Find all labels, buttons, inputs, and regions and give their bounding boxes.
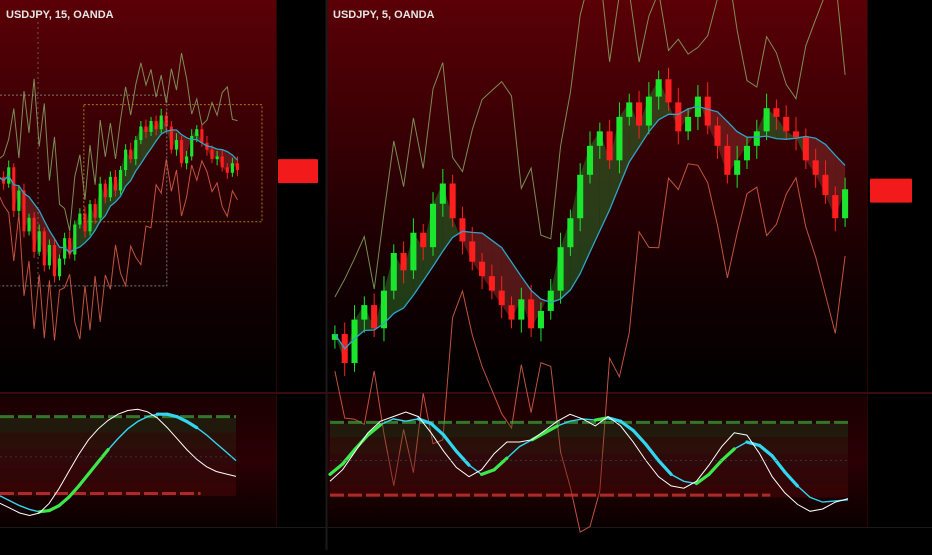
candle [221, 156, 224, 167]
candle [793, 131, 799, 137]
candle [567, 218, 573, 247]
candle [48, 245, 51, 265]
candle [656, 79, 662, 96]
last-price-badge [870, 179, 912, 203]
candle [597, 131, 603, 145]
candle [160, 116, 163, 130]
candle [216, 156, 219, 159]
candle [109, 177, 112, 197]
candle [43, 231, 46, 265]
candle [371, 305, 377, 328]
candle [450, 183, 456, 218]
level-band [330, 467, 848, 483]
candle [226, 167, 229, 172]
candle [27, 218, 30, 232]
candle [200, 129, 203, 143]
candle [489, 276, 495, 290]
candle [626, 102, 632, 116]
candle [144, 126, 147, 131]
left-main-pane[interactable] [0, 0, 276, 392]
level-band [0, 464, 236, 481]
candle [508, 305, 514, 319]
candle [558, 247, 564, 290]
candle [744, 146, 750, 160]
candle [813, 160, 819, 174]
candle [440, 183, 446, 203]
candle [538, 311, 544, 328]
candle [129, 150, 132, 160]
candle [401, 253, 407, 270]
candle [114, 177, 117, 191]
candle [832, 195, 838, 218]
candle [783, 117, 789, 131]
candle [391, 253, 397, 291]
candle [773, 108, 779, 117]
candle [577, 175, 583, 218]
candle [361, 305, 367, 319]
level-band [330, 437, 848, 453]
candle [139, 126, 142, 140]
candle [724, 146, 730, 175]
candle [119, 170, 122, 190]
candle [715, 126, 721, 146]
candle [636, 102, 642, 125]
candle [12, 167, 15, 211]
candle [754, 131, 760, 145]
candle [99, 184, 102, 218]
candle [236, 163, 239, 170]
candle [548, 291, 554, 311]
candle [134, 140, 137, 159]
candle [420, 233, 426, 247]
candle [665, 79, 671, 102]
candle [155, 121, 158, 129]
candle [675, 102, 681, 131]
candle [616, 117, 622, 160]
candle [842, 189, 848, 218]
candle [734, 160, 740, 174]
candle [180, 140, 183, 163]
candle [78, 214, 81, 225]
candle [430, 204, 436, 247]
candle [58, 259, 61, 277]
candle [53, 245, 56, 276]
candle [83, 214, 86, 232]
candle [607, 131, 613, 160]
candle [764, 108, 770, 131]
right-chart-title[interactable]: USDJPY, 5, OANDA [333, 9, 435, 21]
candle [149, 121, 152, 132]
candle [587, 146, 593, 175]
level-band [330, 424, 848, 438]
candle [499, 291, 505, 305]
candle [518, 299, 524, 319]
candle [185, 156, 188, 163]
candle [195, 129, 198, 136]
candle [22, 190, 25, 231]
last-price-badge [278, 159, 318, 183]
candle [410, 233, 416, 271]
candle [124, 150, 127, 170]
candle [231, 163, 234, 173]
candle [175, 140, 178, 150]
right-oscillator [330, 412, 848, 511]
candle [803, 137, 809, 160]
candle [469, 241, 475, 261]
candle [479, 262, 485, 276]
candle [705, 97, 711, 126]
candle [33, 218, 36, 252]
candle [17, 190, 20, 210]
candle [210, 150, 213, 160]
candle [459, 218, 465, 241]
candle [94, 204, 97, 218]
candle [88, 204, 91, 231]
candle [165, 116, 168, 127]
left-chart-title[interactable]: USDJPY, 15, OANDA [6, 9, 114, 21]
candle [646, 97, 652, 126]
candle [528, 299, 534, 328]
candle [685, 117, 691, 131]
candle [104, 184, 107, 198]
level-band [0, 433, 236, 450]
candle [822, 175, 828, 195]
